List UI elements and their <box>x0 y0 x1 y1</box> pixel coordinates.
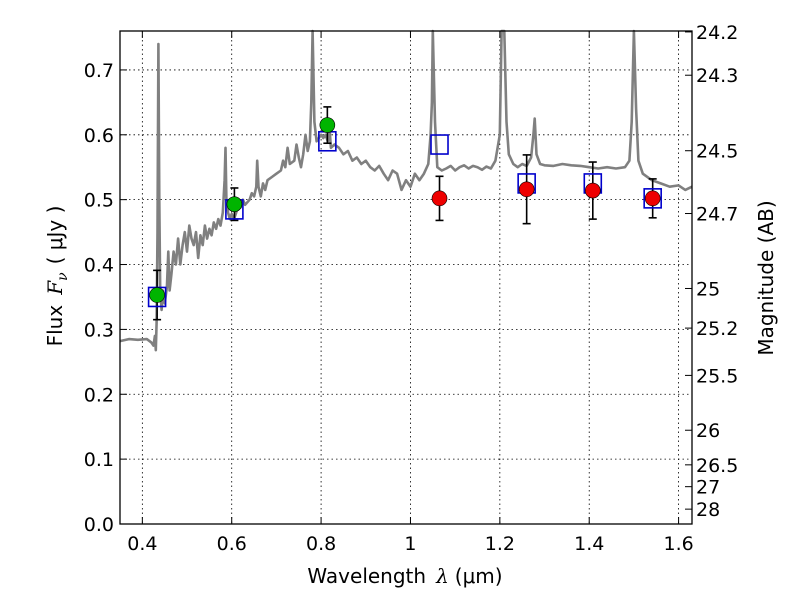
y2-tick-label-7: 26 <box>696 420 720 442</box>
y-tick-label-0: 0.0 <box>84 514 114 536</box>
optical-point-1 <box>226 196 243 212</box>
y-tick-label-7: 0.7 <box>84 60 114 82</box>
y2-tick-label-5: 25.2 <box>696 318 738 340</box>
y-tick-label-2: 0.2 <box>84 384 114 406</box>
x-tick-label-4: 1.2 <box>485 533 515 555</box>
y2-tick-label-0: 24.2 <box>696 22 738 44</box>
y-tick-labels: 0.0 0.1 0.2 0.3 0.4 0.5 0.6 0.7 <box>84 60 114 536</box>
y2-axis-label: Magnitude (AB) <box>754 200 778 355</box>
y-tick-label-4: 0.4 <box>84 255 114 277</box>
y2-tick-label-8: 26.5 <box>696 455 738 477</box>
y-axis-label: FluxFν( μJy ) <box>43 206 71 347</box>
y2-tick-label-9: 27 <box>696 477 720 499</box>
y2-tick-label-6: 25.5 <box>696 365 738 387</box>
error-bars <box>153 106 657 321</box>
y2-tick-label-10: 28 <box>696 499 720 521</box>
model-square-3 <box>430 134 449 155</box>
y2-tick-label-1: 24.3 <box>696 65 738 87</box>
x-tick-label-5: 1.4 <box>574 533 604 555</box>
infrared-point-3 <box>644 190 661 207</box>
y2-tick-label-4: 25 <box>696 278 720 300</box>
y-tick-label-6: 0.6 <box>84 125 114 147</box>
infrared-point-2 <box>584 182 601 199</box>
x-tick-label-1: 0.6 <box>217 533 247 555</box>
plot-frame <box>119 30 693 525</box>
x-tick-label-0: 0.4 <box>127 533 157 555</box>
model-square-6 <box>643 188 662 209</box>
axis-ticks <box>120 31 692 525</box>
y2-tick-label-2: 24.5 <box>696 141 738 163</box>
optical-point-2 <box>319 117 336 133</box>
spectrum-series <box>119 29 693 352</box>
infrared-point-1 <box>518 181 535 198</box>
optical-point-0 <box>149 287 165 303</box>
y-tick-label-5: 0.5 <box>84 190 114 212</box>
y2-tick-label-3: 24.7 <box>696 204 738 226</box>
x-axis-label: Wavelength λ (μm) <box>307 564 502 588</box>
photometry-series <box>149 117 661 303</box>
infrared-point-0 <box>431 190 448 207</box>
y-tick-label-1: 0.1 <box>84 449 114 471</box>
y-tick-label-3: 0.3 <box>84 319 114 341</box>
x-tick-labels: 0.4 0.6 0.8 1 1.2 1.4 1.6 <box>127 533 693 555</box>
x-tick-label-2: 0.8 <box>306 533 336 555</box>
x-tick-label-3: 1 <box>404 533 416 555</box>
spectrum-line <box>119 29 693 352</box>
grid-lines <box>120 31 692 525</box>
x-tick-label-6: 1.6 <box>663 533 693 555</box>
